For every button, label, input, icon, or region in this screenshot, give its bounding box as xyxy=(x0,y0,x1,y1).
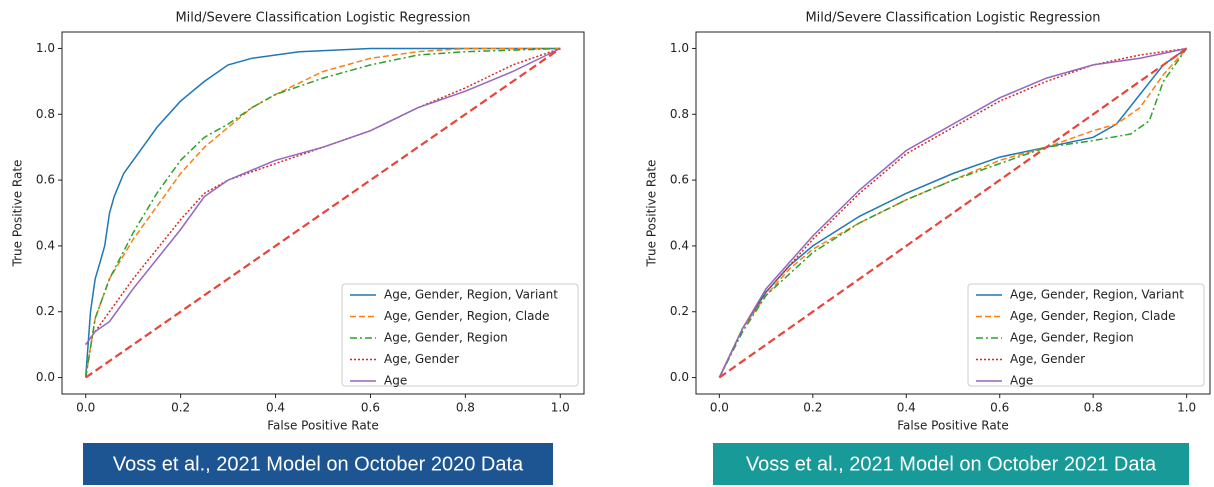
roc-line xyxy=(718,48,1188,378)
roc-line xyxy=(84,47,561,378)
roc-line xyxy=(85,47,561,346)
x-tick-label: 0.2 xyxy=(171,401,190,415)
legend-label: Age, Gender xyxy=(1010,352,1085,366)
legend-label: Age, Gender, Region, Variant xyxy=(384,288,558,302)
roc-line xyxy=(84,47,561,378)
caption: Voss et al., 2021 Model on October 2020 … xyxy=(113,453,524,475)
y-tick-label: 0.6 xyxy=(670,173,689,187)
y-tick-label: 0.0 xyxy=(36,370,55,384)
y-tick-label: 0.8 xyxy=(36,107,55,121)
x-tick-label: 0.4 xyxy=(266,401,285,415)
legend-box xyxy=(967,283,1205,387)
y-tick-label: 0.4 xyxy=(36,238,55,252)
x-axis-label: False Positive Rate xyxy=(897,419,1009,433)
roc-line xyxy=(718,47,1187,378)
y-tick-label: 0.8 xyxy=(670,107,689,121)
y-tick-label: 0.4 xyxy=(670,238,689,252)
legend-label: Age, Gender, Region xyxy=(1010,331,1134,345)
legend-label: Age, Gender, Region, Clade xyxy=(384,309,549,323)
roc-line xyxy=(718,47,1187,378)
x-tick-label: 0.0 xyxy=(710,401,729,415)
y-tick-label: 1.0 xyxy=(36,41,55,55)
reference-line xyxy=(85,47,561,379)
legend-label: Age, Gender, Region, Variant xyxy=(1010,288,1184,302)
x-tick-label: 0.6 xyxy=(990,401,1009,415)
legend-label: Age, Gender, Region, Clade xyxy=(1010,309,1175,323)
chart-title: Mild/Severe Classification Logistic Regr… xyxy=(175,11,470,26)
y-axis-label: True Positive Rate xyxy=(11,160,25,268)
legend-label: Age, Gender xyxy=(384,352,459,366)
legend-label: Age xyxy=(1010,374,1033,388)
x-tick-label: 0.6 xyxy=(361,401,380,415)
x-tick-label: 0.2 xyxy=(803,401,822,415)
x-tick-label: 0.8 xyxy=(456,401,475,415)
x-tick-label: 1.0 xyxy=(1177,401,1196,415)
legend-box xyxy=(341,283,579,387)
plot-frame xyxy=(695,31,1211,395)
legend-label: Age, Gender, Region xyxy=(384,331,508,345)
y-tick-label: 0.2 xyxy=(36,304,55,318)
plot-frame xyxy=(61,31,585,395)
x-tick-label: 0.8 xyxy=(1084,401,1103,415)
x-tick-label: 0.0 xyxy=(76,401,95,415)
caption: Voss et al., 2021 Model on October 2021 … xyxy=(746,453,1157,475)
roc-line xyxy=(85,47,561,346)
caption-box xyxy=(83,443,553,485)
y-tick-label: 0.6 xyxy=(36,173,55,187)
x-axis-label: False Positive Rate xyxy=(267,419,379,433)
roc-line xyxy=(84,47,561,378)
caption-box xyxy=(713,443,1189,485)
y-tick-label: 0.2 xyxy=(670,304,689,318)
x-tick-label: 1.0 xyxy=(551,401,570,415)
y-tick-label: 0.0 xyxy=(670,370,689,384)
legend-label: Age xyxy=(384,374,407,388)
chart-title: Mild/Severe Classification Logistic Regr… xyxy=(805,11,1100,26)
y-axis-label: True Positive Rate xyxy=(645,160,659,268)
y-tick-label: 1.0 xyxy=(670,41,689,55)
x-tick-label: 0.4 xyxy=(897,401,916,415)
